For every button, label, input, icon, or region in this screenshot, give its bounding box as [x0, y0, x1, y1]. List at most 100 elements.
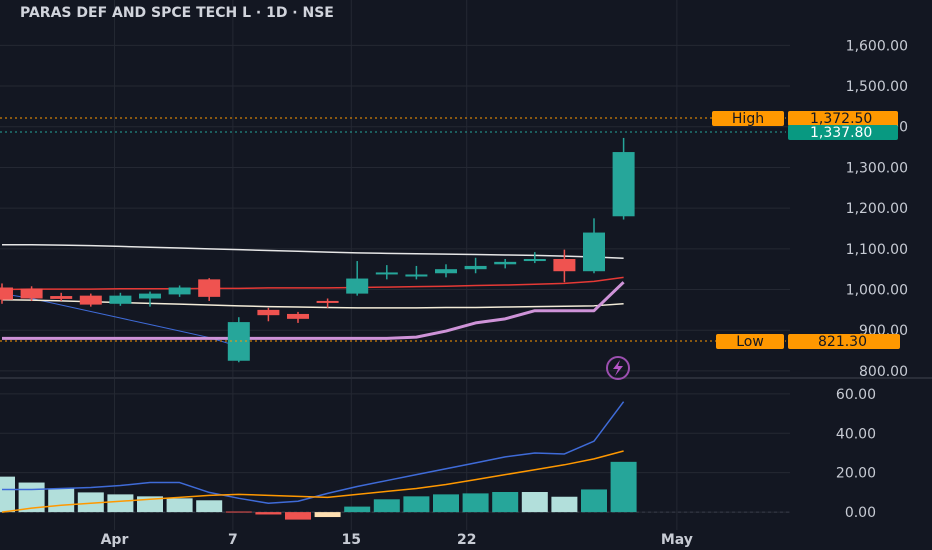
volume-bar[interactable] — [492, 492, 519, 513]
candle-body — [109, 295, 132, 304]
last-price-tag — [788, 125, 898, 140]
candle[interactable] — [583, 218, 605, 274]
candle-body — [612, 152, 635, 217]
ma-line-blue — [0, 293, 239, 347]
chart-title: PARAS DEF AND SPCE TECH L · 1D · NSE — [20, 5, 334, 21]
volume-bar[interactable] — [462, 493, 489, 513]
candle-body — [168, 287, 191, 295]
volume-tick-label: 0.00 — [845, 505, 876, 521]
candle[interactable] — [50, 292, 73, 301]
volume-bar[interactable] — [551, 496, 578, 513]
candle[interactable] — [79, 293, 102, 307]
volume-pane[interactable] — [0, 401, 790, 520]
volume-bar[interactable] — [196, 500, 223, 513]
volume-tick-label: 40.00 — [836, 426, 876, 442]
candle[interactable] — [612, 137, 635, 220]
candle[interactable] — [435, 264, 457, 278]
candle-body — [346, 278, 369, 294]
volume-axis[interactable]: 0.00 20.00 40.00 60.00 — [836, 387, 876, 521]
candle[interactable] — [346, 261, 369, 296]
candle[interactable] — [227, 317, 250, 363]
candle-body — [464, 265, 487, 270]
time-tick-label: 15 — [342, 532, 361, 548]
volume-line-orange — [1, 450, 624, 513]
volume-bar[interactable] — [314, 512, 341, 518]
price-tick-label: 800.00 — [859, 364, 908, 380]
price-tick-label: 1,100.00 — [846, 242, 908, 258]
time-tick-label: 7 — [228, 532, 238, 548]
candle[interactable] — [553, 249, 576, 283]
candle-body — [227, 322, 250, 361]
price-pane[interactable] — [0, 137, 635, 363]
candle-body — [139, 293, 161, 299]
low-label: Low — [736, 334, 764, 350]
price-tags: High 1,372.50 1,337.80 Low 821.30 — [0, 111, 900, 350]
candle[interactable] — [198, 278, 221, 301]
time-tick-label: 22 — [457, 532, 476, 548]
volume-bar[interactable] — [0, 476, 15, 513]
high-value: 1,372.50 — [810, 111, 872, 127]
low-value-tag — [788, 334, 900, 349]
ma-line-white — [2, 244, 624, 259]
ma-line-cream — [1, 298, 624, 309]
candle[interactable] — [257, 307, 280, 322]
high-label-tag — [712, 111, 784, 126]
volume-bar[interactable] — [77, 492, 104, 513]
volume-bar[interactable] — [166, 498, 193, 513]
price-tick-label: 1,500.00 — [846, 79, 908, 95]
time-axis[interactable]: Apr 7 15 22 May — [101, 532, 693, 548]
candle[interactable] — [405, 265, 428, 280]
candle[interactable] — [464, 257, 487, 274]
volume-bar[interactable] — [255, 512, 282, 515]
candle[interactable] — [287, 311, 309, 323]
candle[interactable] — [168, 285, 191, 297]
candle[interactable] — [109, 292, 132, 306]
price-tick-label: 1,000.00 — [846, 283, 908, 299]
candle[interactable] — [523, 252, 546, 264]
grid-lines — [0, 0, 790, 530]
time-tick-label: May — [661, 532, 693, 548]
volume-bar[interactable] — [433, 494, 459, 513]
candle[interactable] — [0, 283, 13, 304]
candle[interactable] — [20, 286, 43, 301]
last-price-value: 1,337.80 — [810, 125, 872, 141]
volume-bar[interactable] — [225, 511, 252, 513]
price-axis[interactable]: 800.00900.001,000.001,100.001,200.001,30… — [846, 38, 908, 380]
candle[interactable] — [139, 291, 161, 307]
ma-line-violet — [2, 281, 625, 340]
volume-bar[interactable] — [521, 492, 548, 513]
candle-body — [198, 279, 221, 297]
price-tick-label: 1,300.00 — [846, 160, 908, 176]
price-tick-label: 1,200.00 — [846, 201, 908, 217]
volume-bar[interactable] — [107, 494, 134, 513]
high-value-tag — [788, 111, 898, 126]
candle-body — [405, 274, 428, 277]
time-tick-label: Apr — [101, 532, 129, 548]
candle-body — [0, 287, 13, 300]
low-label-tag — [716, 334, 784, 349]
lightning-bolt-icon[interactable] — [606, 356, 630, 380]
volume-bar[interactable] — [285, 512, 311, 520]
candle-body — [523, 259, 546, 262]
candle-body — [287, 313, 309, 319]
candle-body — [79, 295, 102, 305]
candle[interactable] — [316, 298, 339, 308]
volume-bar[interactable] — [581, 489, 607, 513]
candle[interactable] — [375, 265, 398, 280]
high-label: High — [732, 111, 764, 127]
candle-body — [375, 272, 398, 275]
candle-body — [257, 309, 280, 316]
candle-body — [20, 288, 43, 299]
candle-body — [316, 300, 339, 303]
volume-bar[interactable] — [403, 496, 430, 513]
ma-line-red — [1, 276, 624, 291]
volume-bar[interactable] — [48, 488, 75, 513]
volume-bar[interactable] — [373, 499, 400, 513]
volume-bar[interactable] — [344, 506, 371, 513]
volume-bar[interactable] — [610, 461, 637, 513]
low-value: 821.30 — [818, 334, 867, 350]
candle[interactable] — [494, 259, 517, 269]
candle-body — [583, 232, 605, 272]
